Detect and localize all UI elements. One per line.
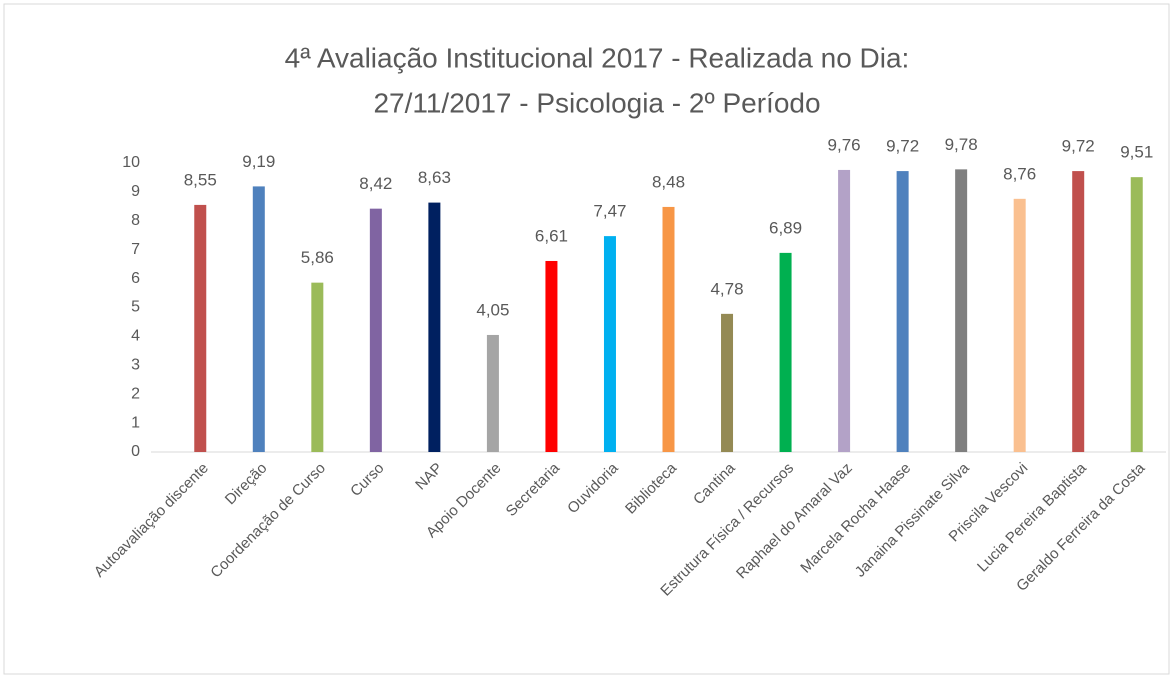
- bar: [486, 334, 499, 452]
- chart-title: 27/11/2017 - Psicologia - 2º Período: [373, 87, 820, 118]
- bar: [252, 186, 265, 452]
- bar: [603, 236, 616, 452]
- value-label: 8,63: [418, 168, 451, 187]
- bar: [662, 206, 675, 452]
- y-tick-label: 10: [122, 154, 140, 171]
- bar: [1013, 198, 1026, 452]
- bar: [779, 252, 792, 452]
- value-label: 6,61: [535, 226, 568, 245]
- y-tick-label: 0: [131, 443, 140, 460]
- bar: [955, 169, 968, 452]
- bar: [1072, 171, 1085, 453]
- bar: [311, 282, 324, 452]
- y-tick-label: 3: [131, 357, 140, 374]
- value-label: 8,76: [1003, 164, 1036, 183]
- y-tick-label: 5: [131, 299, 140, 316]
- bar: [545, 260, 558, 452]
- y-tick-label: 1: [131, 414, 140, 431]
- y-tick-label: 6: [131, 270, 140, 287]
- bar: [838, 169, 851, 452]
- value-label: 9,72: [886, 137, 919, 156]
- value-label: 4,05: [476, 300, 509, 319]
- value-label: 8,55: [184, 170, 217, 189]
- y-tick-label: 8: [131, 212, 140, 229]
- value-label: 9,72: [1062, 137, 1095, 156]
- value-label: 7,47: [593, 202, 626, 221]
- y-tick-label: 7: [131, 241, 140, 258]
- bar: [194, 204, 207, 452]
- bar: [369, 208, 382, 452]
- y-tick-label: 9: [131, 183, 140, 200]
- chart-title: 4ª Avaliação Institucional 2017 - Realiz…: [285, 42, 910, 73]
- value-label: 8,48: [652, 172, 685, 191]
- value-label: 9,19: [242, 152, 275, 171]
- value-label: 5,86: [301, 248, 334, 267]
- bar: [896, 171, 909, 453]
- value-label: 9,51: [1120, 143, 1153, 162]
- y-tick-label: 4: [131, 328, 140, 345]
- bar: [428, 202, 441, 452]
- value-label: 6,89: [769, 218, 802, 237]
- bar: [1130, 177, 1143, 452]
- value-label: 9,76: [828, 135, 861, 154]
- value-label: 8,42: [359, 174, 392, 193]
- value-label: 4,78: [710, 279, 743, 298]
- y-tick-label: 2: [131, 385, 140, 402]
- value-label: 9,78: [945, 135, 978, 154]
- bar: [721, 313, 734, 452]
